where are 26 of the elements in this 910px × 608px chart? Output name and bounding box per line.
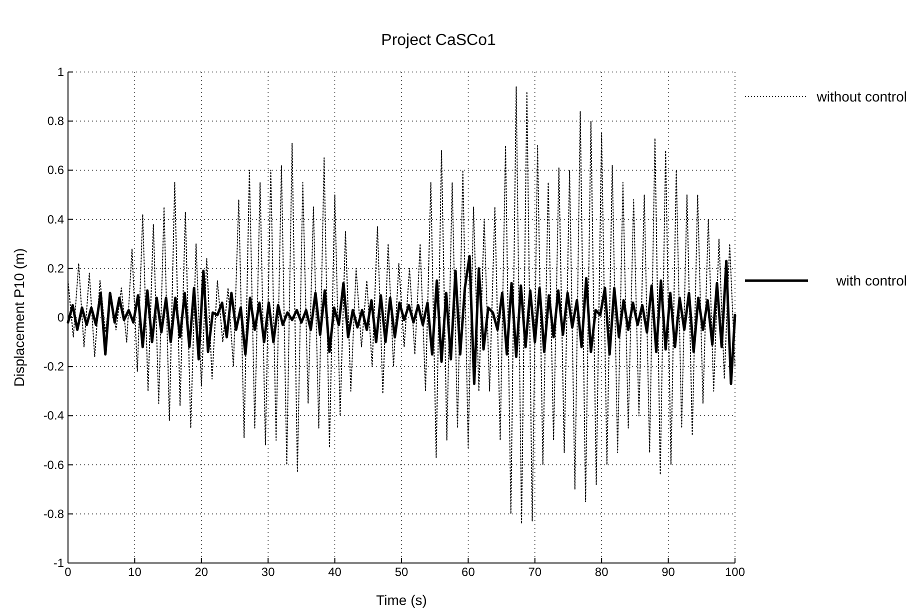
x-tick-label: 10 — [128, 565, 142, 579]
x-tick-label: 70 — [528, 565, 542, 579]
y-tick-label: 0.6 — [47, 163, 64, 178]
y-tick-label: 0.4 — [47, 212, 64, 226]
y-tick-label: 0 — [57, 310, 64, 324]
x-axis-title: Time (s) — [376, 592, 427, 608]
x-tick-label: 40 — [328, 565, 342, 579]
legend-label: without control — [816, 88, 907, 105]
y-axis-title: Displacement P10 (m) — [11, 248, 27, 387]
y-tick-label: -0.2 — [43, 360, 64, 374]
y-tick-label: -0.4 — [43, 408, 64, 423]
y-tick-label: -0.8 — [43, 506, 64, 521]
chart-title: Project CaSCo1 — [381, 32, 496, 49]
y-tick-label: -0.6 — [43, 458, 64, 472]
x-tick-label: 100 — [724, 565, 746, 579]
x-tick-label: 30 — [261, 565, 276, 579]
y-tick-label: 1 — [57, 65, 64, 79]
x-tick-label: 90 — [662, 565, 676, 579]
x-tick-label: 80 — [594, 565, 609, 579]
x-tick-label: 60 — [462, 565, 476, 579]
x-tick-label: 20 — [194, 565, 208, 579]
y-tick-label: 0.8 — [47, 114, 64, 128]
y-tick-label: 0.2 — [47, 261, 64, 276]
legend-label: with control — [835, 272, 907, 289]
x-tick-label: 50 — [394, 565, 408, 579]
y-tick-label: -1 — [53, 556, 64, 570]
